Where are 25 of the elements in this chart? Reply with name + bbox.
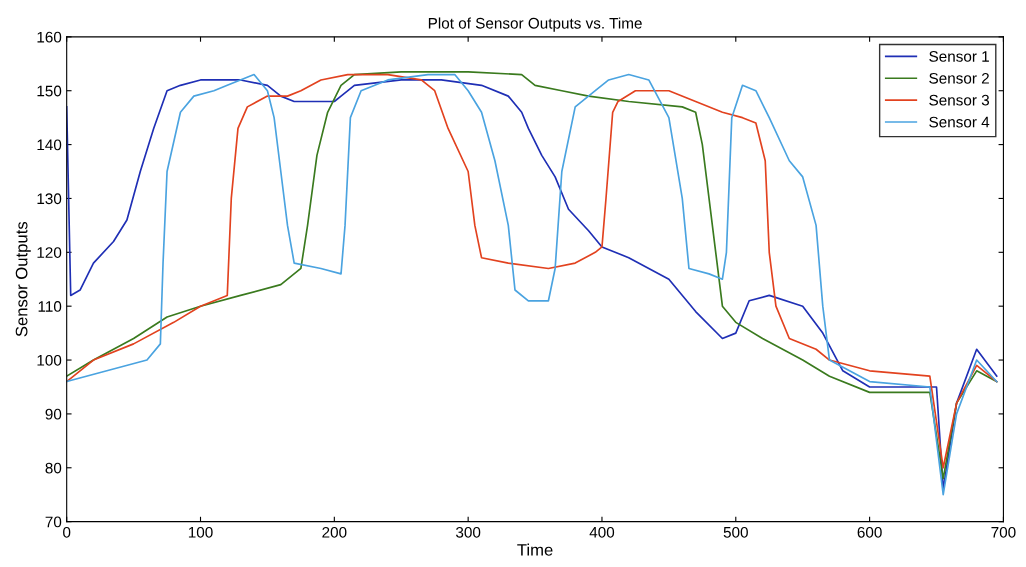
legend-label: Sensor 3 (929, 94, 990, 106)
legend-label: Sensor 1 (929, 51, 989, 62)
y-tick-label: 100 (37, 354, 62, 366)
y-tick-label: 140 (37, 139, 62, 151)
x-tick-label: 400 (589, 526, 615, 538)
x-tick-label: 700 (991, 526, 1016, 538)
y-tick-label: 150 (37, 85, 62, 97)
legend-label: Sensor 4 (929, 116, 990, 128)
x-tick-label: 200 (322, 526, 347, 538)
x-tick-label: 300 (455, 526, 481, 538)
y-tick-label: 160 (37, 31, 62, 43)
y-axis-title: Sensor Outputs (15, 221, 31, 337)
y-tick-label: 70 (45, 516, 62, 528)
chart-title: Plot of Sensor Outputs vs. Time (428, 17, 642, 32)
x-axis-title: Time (517, 543, 553, 556)
y-tick-label: 110 (38, 301, 62, 312)
y-tick-label: 130 (37, 193, 62, 205)
x-tick-label: 500 (723, 526, 748, 538)
y-tick-label: 80 (45, 462, 62, 474)
x-tick-label: 100 (188, 526, 213, 538)
y-tick-label: 120 (37, 247, 62, 258)
y-tick-label: 90 (45, 408, 62, 420)
legend-label: Sensor 2 (929, 72, 989, 84)
x-tick-label: 0 (63, 526, 71, 538)
x-tick-label: 600 (857, 526, 882, 538)
